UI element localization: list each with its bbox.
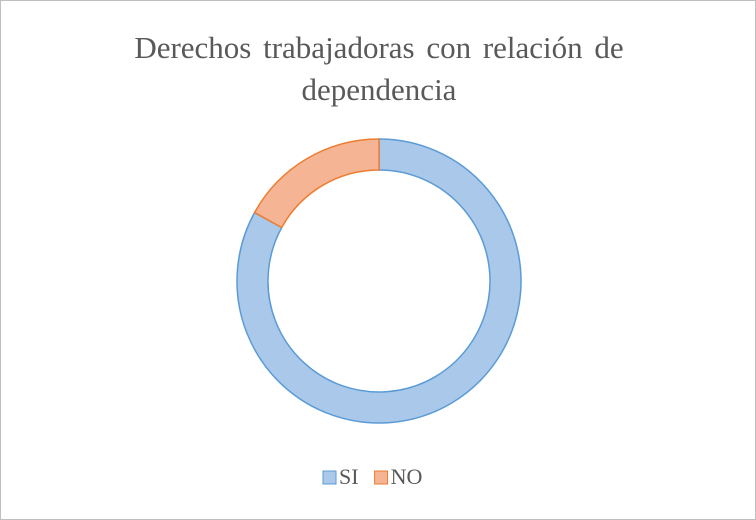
donut-segment xyxy=(236,138,522,424)
legend-label: SI xyxy=(339,464,359,489)
legend-swatch xyxy=(322,470,337,485)
chart-title: Derechos trabajadoras con relación de de… xyxy=(134,30,624,107)
legend-label: NO xyxy=(391,464,423,489)
legend-swatch xyxy=(374,470,389,485)
donut-segment xyxy=(253,138,380,229)
